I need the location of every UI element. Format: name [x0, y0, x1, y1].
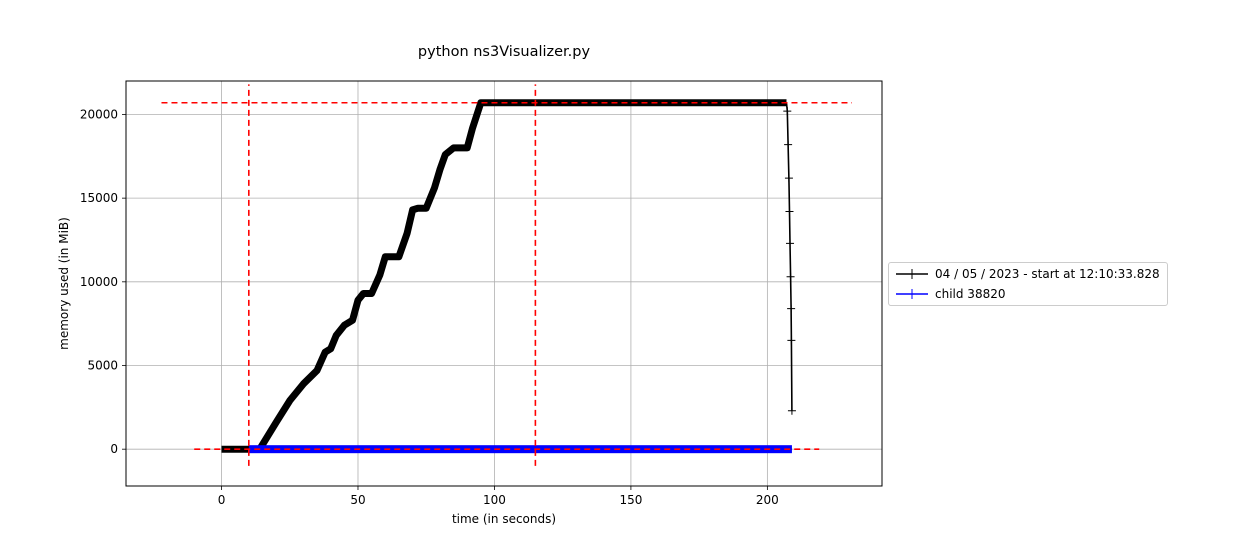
series-marker-0 — [786, 239, 795, 248]
axis-ticks: 0 50 100 150 200 0 5000 10000 15000 20000 — [80, 107, 779, 507]
legend-label-main: 04 / 05 / 2023 - start at 12:10:33.828 — [935, 267, 1160, 281]
series-marker-0 — [787, 406, 796, 415]
series-marker-0 — [787, 336, 796, 345]
y-tick-label: 5000 — [87, 359, 118, 373]
series-band-1 — [248, 445, 792, 454]
y-tick-label: 10000 — [80, 275, 118, 289]
chart-title: python ns3Visualizer.py — [418, 44, 591, 60]
x-tick-label: 0 — [218, 493, 226, 507]
y-tick-label: 0 — [110, 442, 118, 456]
legend-swatch-main — [896, 269, 928, 279]
series-line-0 — [221, 102, 793, 451]
x-tick-label: 150 — [619, 493, 642, 507]
legend-label-child: child 38820 — [935, 287, 1006, 301]
series-marker-0 — [783, 107, 792, 116]
x-tick-label: 100 — [483, 493, 506, 507]
x-tick-label: 50 — [350, 493, 365, 507]
legend-entry-child: child 38820 — [889, 284, 1005, 304]
legend-swatch-child — [896, 289, 928, 299]
y-tick-label: 20000 — [80, 107, 118, 121]
series-marker-0 — [784, 140, 793, 149]
series-dense-markers-0 — [221, 99, 787, 453]
legend-entry-main: 04 / 05 / 2023 - start at 12:10:33.828 — [889, 264, 1160, 284]
series-layer — [221, 99, 796, 454]
series-marker-0 — [787, 304, 796, 313]
series-marker-0 — [784, 174, 793, 183]
y-axis-label: memory used (in MiB) — [57, 217, 71, 350]
series-marker-0 — [785, 207, 794, 216]
plot-frame — [125, 80, 883, 487]
reference-lines — [161, 84, 852, 466]
y-tick-label: 15000 — [80, 191, 118, 205]
legend: 04 / 05 / 2023 - start at 12:10:33.828 c… — [888, 262, 1168, 306]
x-axis-label: time (in seconds) — [452, 512, 556, 526]
x-tick-label: 200 — [756, 493, 779, 507]
grid-layer — [126, 81, 882, 486]
series-marker-0 — [786, 272, 795, 281]
